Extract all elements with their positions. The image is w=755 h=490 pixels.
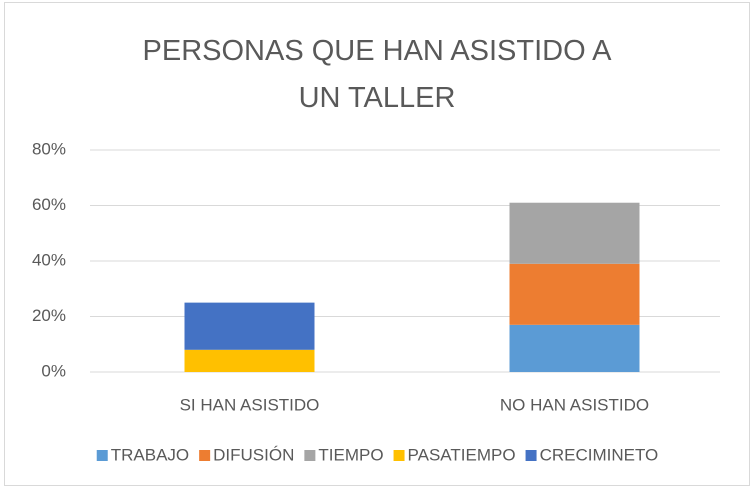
legend-swatch (96, 450, 108, 461)
legend-label: TRABAJO (111, 445, 189, 464)
legend-swatch (304, 450, 316, 461)
legend-label: CRECIMINETO (540, 445, 659, 464)
x-tick-label: SI HAN ASISTIDO (180, 395, 320, 414)
bar-segment (509, 324, 640, 372)
legend-label: DIFUSIÓN (213, 445, 294, 464)
y-tick-label: 60% (32, 195, 66, 214)
y-tick-label: 0% (41, 361, 66, 380)
x-tick-label: NO HAN ASISTIDO (500, 395, 649, 414)
legend-swatch (199, 450, 211, 461)
y-tick-label: 20% (32, 306, 66, 325)
bar-segment (184, 302, 315, 350)
y-tick-label: 80% (32, 139, 66, 158)
legend-swatch (393, 450, 405, 461)
bar-segment (509, 202, 640, 264)
chart-title: PERSONAS QUE HAN ASISTIDO A UN TALLER (142, 35, 612, 114)
legend-label: TIEMPO (318, 445, 383, 464)
y-tick-label: 40% (32, 250, 66, 269)
legend-label: PASATIEMPO (408, 445, 516, 464)
bar-segment (509, 263, 640, 325)
bar-segment (184, 349, 315, 372)
legend-swatch (525, 450, 537, 461)
